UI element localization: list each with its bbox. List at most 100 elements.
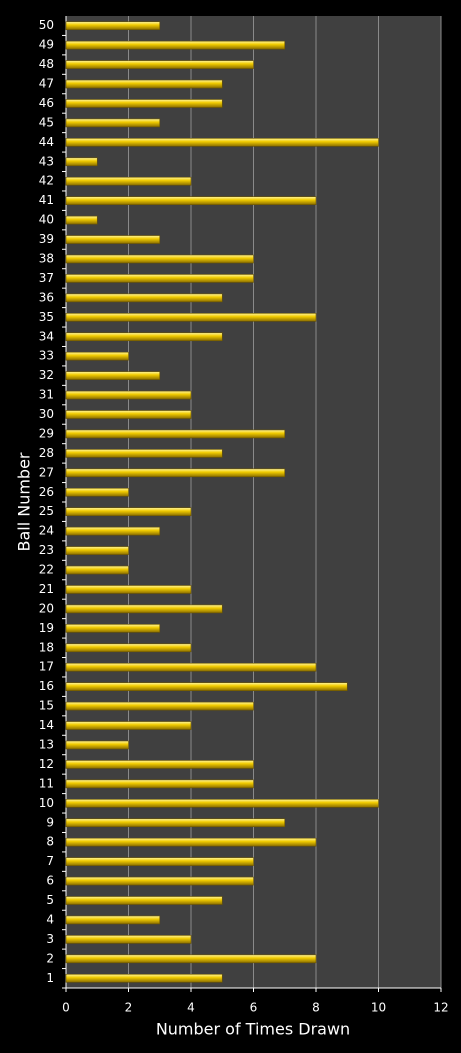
bar (65, 40, 286, 50)
y-tick-label: 46 (39, 96, 54, 110)
y-tick-label: 43 (39, 154, 54, 168)
bar (65, 60, 254, 69)
y-tick-label: 50 (39, 18, 54, 32)
y-tick-label: 8 (46, 835, 54, 849)
x-tick-label: 8 (312, 1001, 320, 1015)
y-tick-label: 33 (39, 349, 54, 363)
y-tick-label: 30 (39, 407, 54, 421)
y-tick-label: 1 (46, 971, 54, 985)
bar (65, 935, 192, 944)
y-tick-label: 18 (39, 640, 54, 654)
x-tick-label: 10 (371, 1001, 386, 1015)
bar (65, 682, 348, 691)
bar (65, 876, 254, 886)
y-tick-label: 40 (39, 213, 54, 227)
bar (65, 332, 223, 342)
bar (65, 837, 317, 847)
bar (65, 915, 161, 925)
bar (65, 565, 129, 575)
y-tick-label: 26 (39, 485, 54, 499)
bar (65, 585, 192, 594)
y-tick-label: 21 (39, 582, 54, 596)
x-axis-label: Number of Times Drawn (156, 1020, 350, 1039)
bar (65, 857, 254, 866)
y-tick-label: 39 (39, 232, 54, 246)
bar (65, 351, 129, 361)
y-tick-label: 36 (39, 290, 54, 304)
bar (65, 235, 161, 244)
bar (65, 293, 223, 303)
bar (65, 274, 254, 283)
y-tick-label: 20 (39, 601, 54, 615)
bar (65, 138, 379, 147)
y-tick-label: 12 (39, 757, 54, 771)
bar (65, 429, 286, 439)
x-tick-label: 6 (250, 1001, 258, 1015)
y-tick-label: 15 (39, 699, 54, 713)
bar (65, 721, 192, 730)
x-tick-label: 2 (125, 1001, 133, 1015)
bar (65, 701, 254, 711)
bar (65, 449, 223, 458)
y-tick-label: 42 (39, 174, 54, 188)
bar (65, 818, 286, 828)
y-tick-label: 22 (39, 563, 54, 577)
bar (65, 896, 223, 905)
y-tick-label: 25 (39, 504, 54, 518)
y-tick-label: 2 (46, 951, 54, 965)
y-tick-label: 13 (39, 738, 54, 752)
bar (65, 79, 223, 89)
y-tick-label: 31 (39, 388, 54, 402)
y-tick-label: 29 (39, 426, 54, 440)
y-tick-label: 45 (39, 115, 54, 129)
y-tick-label: 38 (39, 252, 54, 266)
bar (65, 176, 192, 186)
bar (65, 21, 161, 31)
bar (65, 779, 254, 789)
bar (65, 604, 223, 614)
y-tick-label: 14 (39, 718, 54, 732)
y-tick-label: 7 (46, 854, 54, 868)
y-tick-label: 16 (39, 679, 54, 693)
bar (65, 390, 192, 400)
x-tick-label: 0 (62, 1001, 70, 1015)
bar (65, 371, 161, 380)
y-tick-label: 24 (39, 524, 54, 538)
bar (65, 973, 223, 983)
bar (65, 410, 192, 419)
y-axis-label: Ball Number (15, 452, 34, 551)
bar (65, 468, 286, 478)
y-tick-label: 44 (39, 135, 54, 149)
y-tick-label: 19 (39, 621, 54, 635)
bar (65, 526, 161, 536)
bar (65, 157, 98, 167)
y-tick-label: 27 (39, 465, 54, 479)
y-tick-label: 28 (39, 446, 54, 460)
y-tick-label: 10 (39, 796, 54, 810)
y-tick-label: 37 (39, 271, 54, 285)
y-tick-label: 34 (39, 329, 54, 343)
bar (65, 799, 379, 808)
bar (65, 624, 161, 633)
y-tick-label: 5 (46, 893, 54, 907)
y-tick-label: 35 (39, 310, 54, 324)
y-tick-label: 32 (39, 368, 54, 382)
y-tick-label: 4 (46, 912, 54, 926)
y-tick-label: 6 (46, 874, 54, 888)
bar (65, 99, 223, 108)
y-tick-label: 49 (39, 38, 54, 52)
bar (65, 507, 192, 517)
bar (65, 215, 98, 225)
y-tick-label: 23 (39, 543, 54, 557)
x-tick-label: 4 (187, 1001, 195, 1015)
bar (65, 196, 317, 205)
bar (65, 313, 317, 322)
bar (65, 546, 129, 555)
y-tick-label: 3 (46, 932, 54, 946)
y-tick-label: 17 (39, 660, 54, 674)
bar (65, 740, 129, 750)
y-tick-label: 48 (39, 57, 54, 71)
y-tick-label: 9 (46, 815, 54, 829)
x-tick-label: 12 (433, 1001, 448, 1015)
